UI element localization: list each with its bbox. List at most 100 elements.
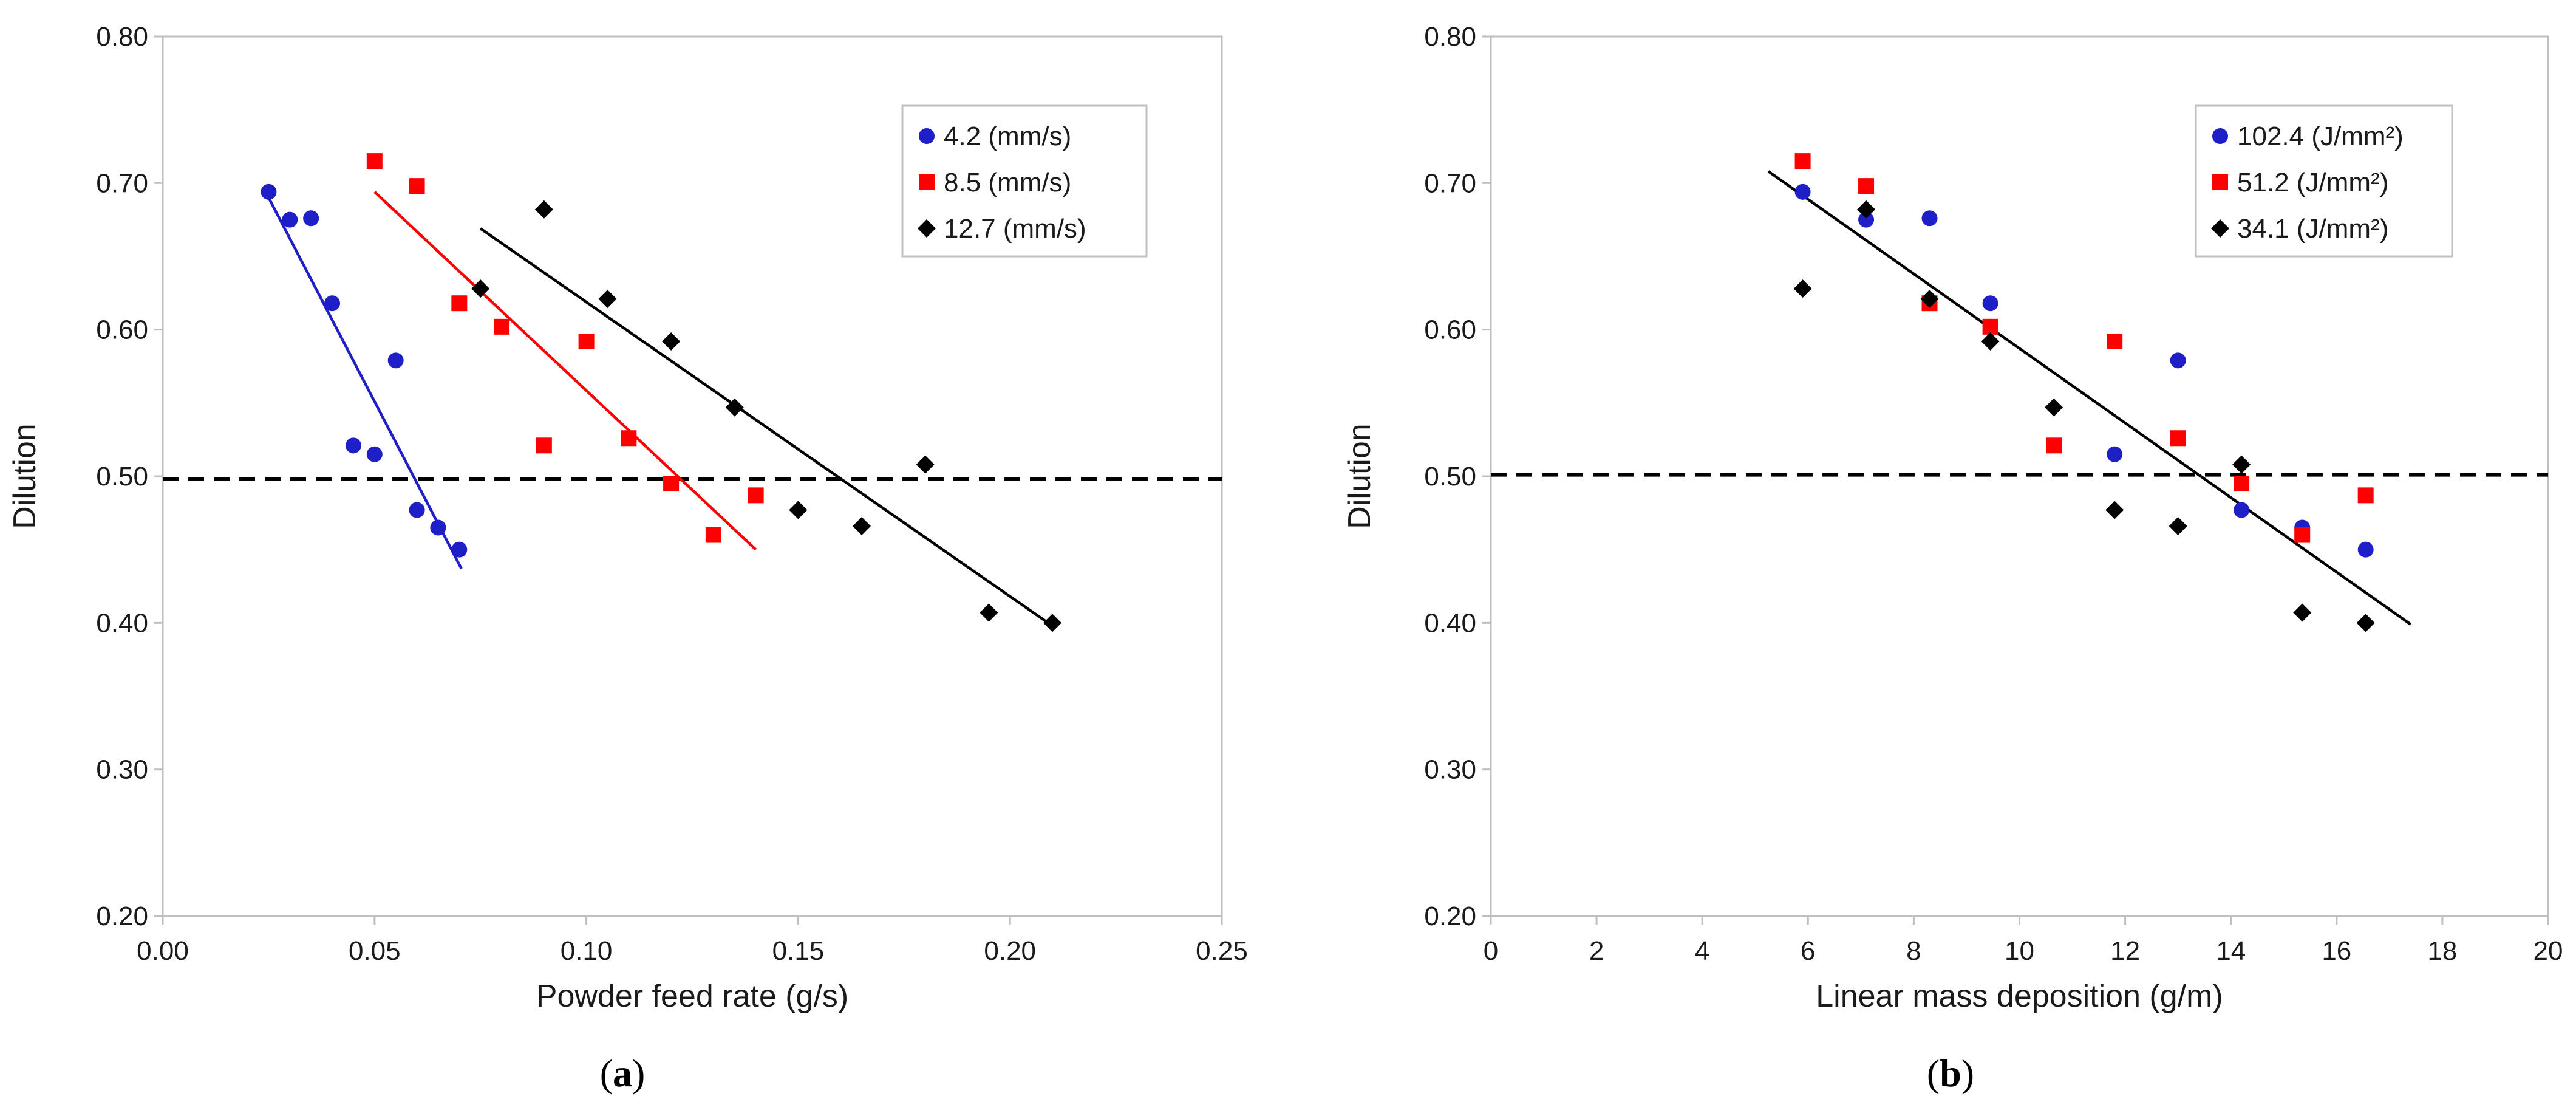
data-point-series-2 (578, 333, 595, 349)
data-point-series-1 (282, 211, 298, 228)
panel-label-open-paren: ( (600, 1052, 613, 1095)
data-point-series-1 (261, 183, 277, 200)
data-point-series-3 (1920, 289, 1939, 308)
y-tick-label: 0.50 (96, 462, 148, 491)
legend-label-series-1: 102.4 (J/mm²) (2237, 121, 2404, 151)
data-point-series-3 (853, 517, 871, 536)
y-tick-label: 0.20 (96, 902, 148, 931)
x-tick-label: 0.25 (1196, 936, 1248, 966)
legend-label-series-2: 51.2 (J/mm²) (2237, 168, 2388, 197)
x-tick-label: 8 (1906, 936, 1921, 966)
panel-label-close-paren: ) (632, 1052, 645, 1095)
data-point-series-2 (1794, 153, 1811, 169)
y-tick-label: 0.60 (1424, 315, 1476, 345)
y-tick-label: 0.70 (96, 168, 148, 198)
legend-marker-series-3 (918, 219, 936, 238)
x-tick-label: 0.00 (137, 936, 189, 966)
data-point-series-1 (451, 541, 468, 558)
y-tick-label: 0.40 (96, 608, 148, 638)
y-tick-label: 0.60 (96, 315, 148, 345)
panel-label-letter: a (613, 1052, 632, 1095)
y-axis-title: Dilution (7, 423, 43, 529)
legend-marker-series-1 (2212, 128, 2228, 144)
data-point-series-2 (2107, 333, 2123, 349)
y-tick-label: 0.30 (96, 755, 148, 785)
legend-marker-series-1 (919, 128, 935, 144)
data-point-series-2 (1982, 318, 1998, 335)
data-point-series-1 (366, 446, 383, 462)
data-point-series-2 (2234, 476, 2250, 492)
data-point-series-3 (2169, 517, 2187, 536)
legend-box (901, 104, 1148, 258)
data-point-series-1 (1921, 210, 1938, 227)
data-point-series-2 (2170, 430, 2186, 447)
chart-panel-b: 0.20 0.30 0.40 0.50 0.60 0.70 0.80 0 2 4 6 8 10 12 14 1… (1342, 22, 2563, 1095)
data-point-series-1 (387, 352, 404, 369)
x-axis-title: Linear mass deposition (g/m) (1816, 979, 2223, 1014)
legend-marker-series-3 (2211, 219, 2229, 238)
data-point-series-3 (916, 455, 935, 474)
data-point-series-1 (1982, 295, 1998, 312)
data-point-series-1 (324, 295, 341, 312)
data-point-series-1 (1794, 183, 1811, 200)
data-point-series-3 (2232, 455, 2251, 474)
x-tick-label: 6 (1801, 936, 1815, 966)
x-tick-label: 0.10 (561, 936, 613, 966)
data-point-series-2 (2294, 527, 2311, 543)
legend-marker-series-2 (2212, 174, 2228, 190)
x-tick-label: 0.05 (349, 936, 401, 966)
x-tick-label: 4 (1695, 936, 1709, 966)
data-point-series-3 (2105, 501, 2124, 519)
trend-line-series-2 (373, 191, 757, 551)
y-tick-label: 0.30 (1424, 755, 1476, 785)
trend-line-series-3 (479, 227, 1054, 628)
x-tick-label: 0.20 (984, 936, 1036, 966)
x-tick-label: 0 (1484, 936, 1498, 966)
panel-label: (b) (1927, 1052, 1974, 1095)
panel-label-close-paren: ) (1961, 1052, 1974, 1095)
data-point-series-1 (303, 210, 319, 227)
panel-label-letter: b (1940, 1052, 1961, 1095)
y-tick-label: 0.50 (1424, 462, 1476, 491)
chart-panel-a: 0.20 0.30 0.40 0.50 0.60 0.70 0.80 0.00 0.05 0.10… (7, 22, 1248, 1095)
legend-box (2195, 104, 2453, 258)
panel-label: (a) (600, 1052, 646, 1095)
x-tick-label: 16 (2322, 936, 2351, 966)
data-point-series-1 (2107, 446, 2123, 462)
y-tick-label: 0.80 (96, 22, 148, 52)
data-point-series-1 (409, 502, 425, 518)
data-point-series-1 (2170, 352, 2186, 369)
trend-line-overall (1767, 170, 2411, 626)
legend-label-series-3: 34.1 (J/mm²) (2237, 214, 2388, 244)
data-point-series-2 (451, 295, 468, 312)
data-point-series-3 (2045, 398, 2063, 417)
data-point-series-3 (598, 289, 617, 308)
data-point-series-1 (2357, 541, 2374, 558)
data-point-series-1 (2234, 502, 2250, 518)
data-point-series-3 (789, 501, 808, 519)
y-axis-title: Dilution (1342, 423, 1377, 529)
data-point-series-2 (2357, 487, 2374, 504)
data-point-series-3 (471, 279, 490, 298)
data-point-series-2 (1858, 178, 1875, 194)
data-point-series-2 (2046, 437, 2062, 454)
legend-label-series-2: 8.5 (mm/s) (944, 168, 1071, 197)
x-tick-label: 2 (1589, 936, 1604, 966)
x-tick-label: 0.15 (772, 936, 825, 966)
y-tick-label: 0.70 (1424, 168, 1476, 198)
data-point-series-1 (430, 519, 446, 536)
x-tick-label: 10 (2005, 936, 2034, 966)
data-point-series-2 (536, 437, 552, 454)
x-tick-label: 14 (2216, 936, 2246, 966)
x-axis-title: Powder feed rate (g/s) (536, 979, 848, 1014)
legend-label-series-3: 12.7 (mm/s) (944, 214, 1086, 244)
data-point-series-3 (1043, 614, 1061, 632)
data-point-series-2 (366, 153, 383, 169)
y-tick-label: 0.20 (1424, 902, 1476, 931)
data-point-series-3 (1981, 332, 2000, 351)
data-point-series-2 (748, 487, 764, 504)
y-tick-label: 0.40 (1424, 608, 1476, 638)
data-point-series-3 (2356, 614, 2375, 632)
data-point-series-2 (663, 476, 680, 492)
